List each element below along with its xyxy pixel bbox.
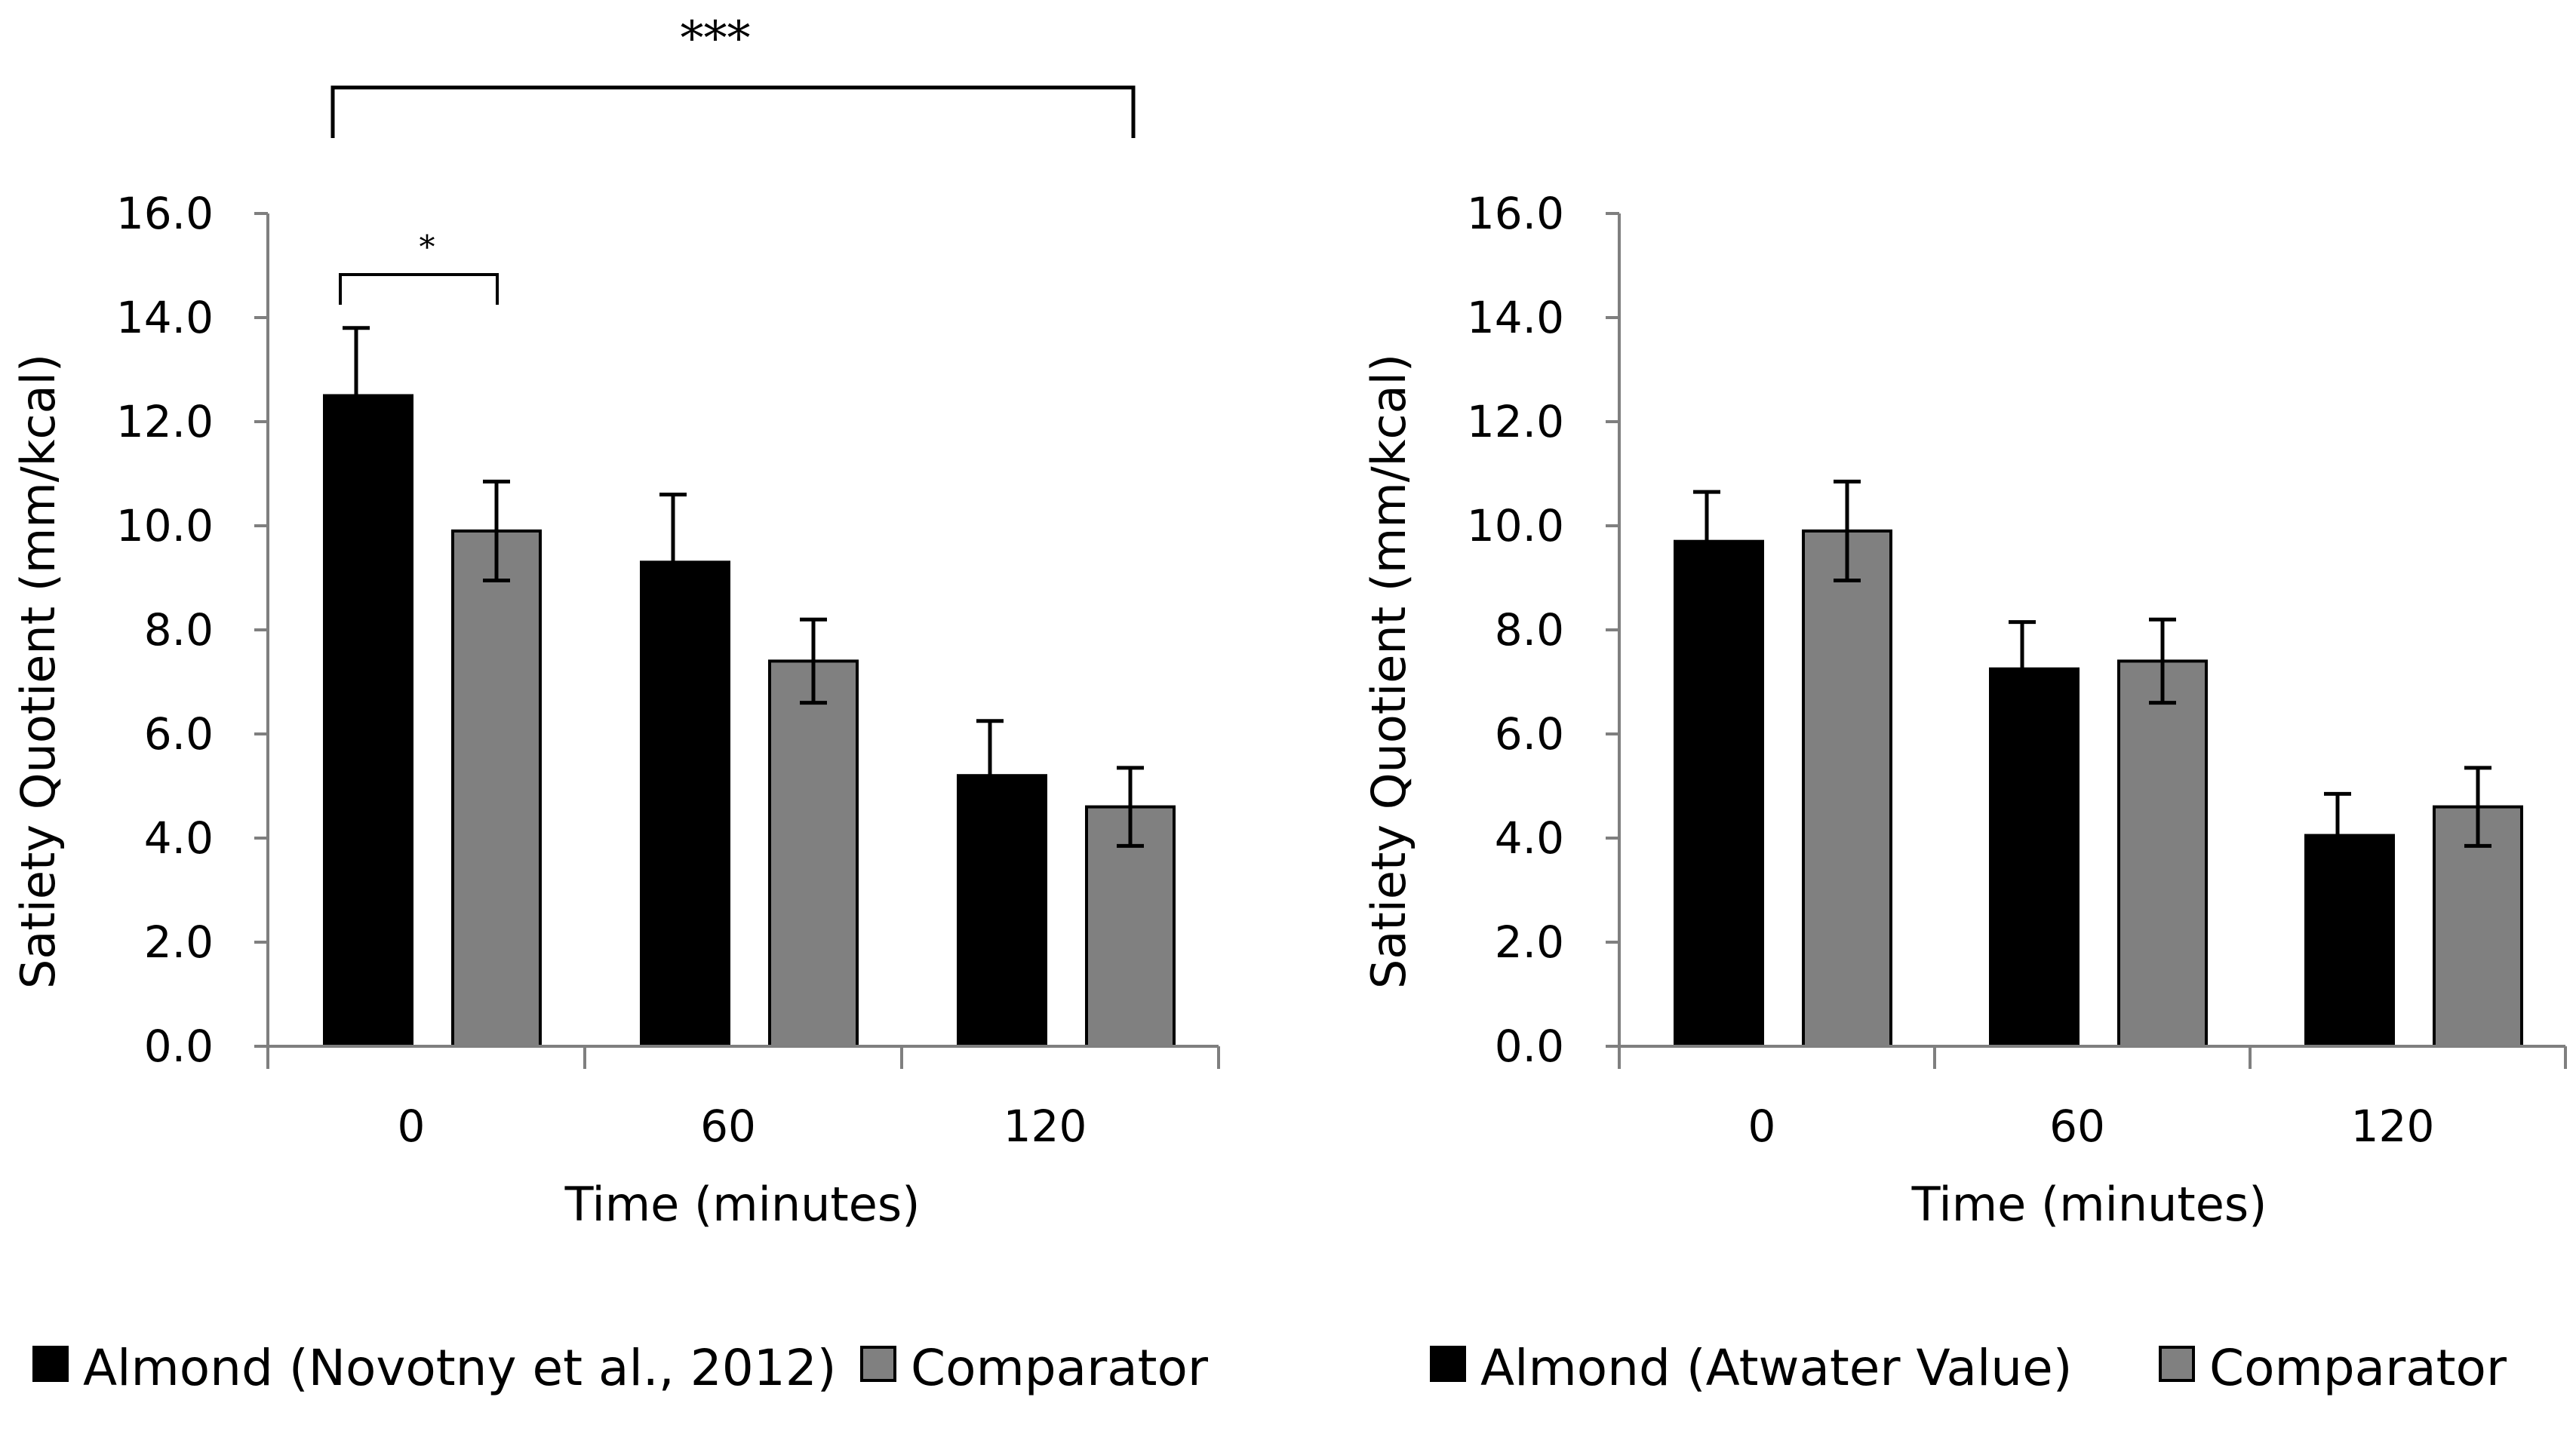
legend-label-almond: Almond (Novotny et al., 2012) (83, 1339, 836, 1397)
y-tick-label: 10.0 (1467, 500, 1564, 551)
y-tick-label: 16.0 (1467, 188, 1564, 239)
legend-label-comparator: Comparator (2209, 1339, 2507, 1397)
legend-swatch-comparator (2159, 1346, 2195, 1382)
y-tick-label: 6.0 (1495, 708, 1564, 760)
chart-panel-2: 0 60 120 0.0 2.0 4.0 6.0 8.0 10.0 12.0 14.0 16.0 Tim… (1361, 188, 2567, 1397)
y-tick-label: 14.0 (116, 292, 214, 343)
y-tick-label: 2.0 (1495, 917, 1564, 968)
significance-bracket-small (339, 273, 499, 305)
x-axis-title: Time (minutes) (1911, 1177, 2267, 1232)
x-axis-title: Time (minutes) (564, 1177, 921, 1232)
x-tick-label-120: 120 (2351, 1101, 2435, 1152)
y-tick-label: 4.0 (144, 812, 214, 864)
legend-label-comparator: Comparator (911, 1339, 1209, 1397)
x-tick-label-0: 0 (1748, 1101, 1776, 1152)
chart-panel-1: 0 60 120 0.0 2.0 4.0 6.0 8.0 10.0 12.0 14.0 16.0 Tim… (11, 11, 1220, 1397)
y-tick-label: 0.0 (1495, 1021, 1564, 1072)
y-tick-label: 12.0 (1467, 396, 1564, 447)
y-tick-label: 0.0 (144, 1021, 214, 1072)
x-tick-label-120: 120 (1004, 1101, 1087, 1152)
y-axis-title: Satiety Quotient (mm/kcal) (1361, 354, 1416, 989)
bar-almond-120 (2304, 834, 2395, 1049)
y-tick-label: 16.0 (116, 188, 214, 239)
legend-label-almond: Almond (Atwater Value) (1480, 1339, 2073, 1397)
bar-comparator-60 (768, 659, 859, 1049)
bar-almond-0 (1674, 539, 1764, 1048)
y-tick-label: 2.0 (144, 917, 214, 968)
x-tick-label-60: 60 (2049, 1101, 2105, 1152)
y-tick-label: 12.0 (116, 396, 214, 447)
bar-almond-60 (1989, 667, 2080, 1048)
legend-swatch-almond (1430, 1346, 1466, 1382)
legend-swatch-comparator (860, 1346, 896, 1382)
bar-comparator-0 (1802, 529, 1892, 1048)
x-tick-label-60: 60 (700, 1101, 756, 1152)
bar-almond-120 (957, 774, 1047, 1048)
y-tick-label: 8.0 (144, 604, 214, 656)
y-tick-label: 6.0 (144, 708, 214, 760)
significance-bracket-large (330, 85, 1136, 138)
x-tick-label-0: 0 (398, 1101, 426, 1152)
significance-marker-large: *** (681, 11, 751, 66)
bar-almond-0 (323, 394, 413, 1048)
bar-almond-60 (640, 560, 730, 1048)
y-tick-label: 14.0 (1467, 292, 1564, 343)
y-tick-label: 4.0 (1495, 812, 1564, 864)
legend-swatch-almond (32, 1346, 69, 1382)
y-tick-label: 8.0 (1495, 604, 1564, 656)
y-axis-title: Satiety Quotient (mm/kcal) (11, 354, 66, 989)
y-tick-label: 10.0 (116, 500, 214, 551)
bar-comparator-60 (2117, 659, 2208, 1049)
significance-marker-small: * (420, 229, 435, 266)
bar-comparator-0 (451, 529, 542, 1048)
